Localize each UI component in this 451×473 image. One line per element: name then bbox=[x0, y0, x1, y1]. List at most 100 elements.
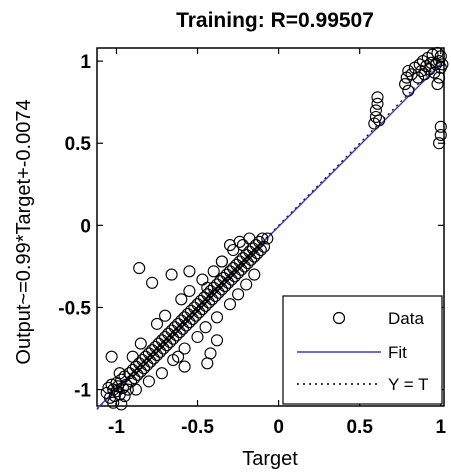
legend-identity-label: Y = T bbox=[388, 375, 428, 394]
data-point bbox=[107, 396, 120, 409]
data-point bbox=[433, 55, 446, 68]
data-point bbox=[184, 304, 198, 317]
data-point bbox=[186, 312, 199, 326]
y-axis-ticks: -1 -0.5 0 0.5 1 bbox=[58, 52, 444, 402]
data-point bbox=[227, 262, 240, 275]
x-tick-label: 0.5 bbox=[346, 417, 373, 438]
data-point bbox=[129, 383, 142, 396]
data-point bbox=[175, 293, 188, 306]
data-point bbox=[228, 270, 241, 283]
data-point bbox=[178, 360, 191, 373]
data-point bbox=[402, 84, 415, 97]
data-point bbox=[172, 350, 185, 363]
x-tick-label: 1 bbox=[435, 417, 446, 438]
data-point bbox=[210, 334, 224, 347]
data-point bbox=[371, 97, 384, 110]
data-point bbox=[412, 71, 425, 84]
data-point bbox=[207, 265, 220, 278]
data-point bbox=[212, 286, 225, 299]
legend-data-label: Data bbox=[388, 309, 424, 328]
data-point bbox=[210, 311, 224, 324]
data-point bbox=[137, 362, 151, 375]
data-point bbox=[146, 276, 159, 289]
legend-fit-label: Fit bbox=[388, 343, 407, 362]
data-point bbox=[251, 247, 264, 260]
data-point bbox=[183, 316, 196, 329]
legend-box bbox=[282, 295, 443, 405]
data-point bbox=[232, 288, 245, 301]
data-point bbox=[173, 326, 186, 339]
data-point bbox=[178, 342, 191, 355]
data-point bbox=[202, 296, 215, 309]
data-point bbox=[223, 298, 237, 311]
data-point bbox=[154, 345, 167, 358]
x-tick-label: 0 bbox=[273, 417, 284, 438]
data-point bbox=[230, 258, 243, 271]
x-axis-label: Target bbox=[242, 448, 298, 470]
data-point bbox=[254, 243, 267, 257]
data-point bbox=[431, 46, 444, 59]
data-point bbox=[248, 250, 261, 263]
data-point bbox=[201, 281, 214, 294]
data-point bbox=[236, 239, 249, 252]
x-tick-label: -0.5 bbox=[181, 417, 214, 438]
data-point bbox=[399, 78, 412, 91]
data-point bbox=[191, 298, 204, 311]
data-point bbox=[126, 350, 139, 363]
data-point bbox=[261, 232, 274, 245]
data-point bbox=[431, 78, 444, 91]
data-point bbox=[128, 372, 141, 385]
data-point bbox=[144, 355, 157, 368]
y-tick-label: 0 bbox=[80, 216, 91, 237]
data-point bbox=[189, 309, 202, 322]
data-point bbox=[150, 317, 164, 330]
data-point bbox=[115, 398, 128, 411]
legend-data-marker bbox=[332, 311, 346, 325]
data-point bbox=[402, 64, 415, 78]
data-point bbox=[134, 365, 147, 378]
data-point bbox=[170, 329, 183, 342]
data-point bbox=[371, 91, 384, 104]
data-point bbox=[159, 309, 172, 322]
legend: Data Fit Y = T bbox=[282, 295, 443, 405]
data-point bbox=[215, 255, 228, 268]
y-tick-label: -0.5 bbox=[58, 298, 91, 319]
data-point bbox=[225, 273, 238, 286]
data-point bbox=[433, 71, 446, 84]
y-tick-label: 0.5 bbox=[65, 134, 92, 155]
data-point bbox=[167, 332, 180, 345]
data-point bbox=[219, 280, 232, 293]
data-point bbox=[134, 337, 147, 350]
data-point bbox=[256, 232, 269, 245]
data-point bbox=[249, 239, 262, 252]
data-point bbox=[155, 367, 168, 380]
data-point bbox=[215, 283, 228, 296]
data-point bbox=[199, 321, 212, 334]
data-point bbox=[214, 275, 227, 288]
data-point bbox=[196, 303, 209, 316]
data-point bbox=[193, 306, 206, 319]
data-point bbox=[233, 235, 246, 248]
y-tick-label: 1 bbox=[80, 52, 91, 73]
data-point bbox=[415, 64, 428, 78]
data-point bbox=[113, 367, 126, 380]
data-point bbox=[165, 268, 178, 281]
data-point bbox=[163, 335, 177, 349]
data-point bbox=[147, 352, 160, 365]
data-point bbox=[238, 260, 251, 273]
data-point bbox=[133, 262, 146, 275]
data-point bbox=[433, 137, 446, 150]
data-point bbox=[436, 58, 449, 71]
data-point bbox=[157, 342, 170, 355]
data-point bbox=[257, 240, 271, 253]
x-tick-label: -1 bbox=[108, 417, 125, 438]
data-point bbox=[236, 252, 249, 265]
data-points bbox=[100, 46, 449, 411]
data-point bbox=[235, 263, 248, 276]
data-point bbox=[204, 347, 217, 360]
x-axis-ticks: -1 -0.5 0 0.5 1 bbox=[108, 48, 446, 438]
data-point bbox=[183, 265, 196, 278]
data-point bbox=[131, 368, 144, 381]
data-point bbox=[180, 319, 193, 332]
